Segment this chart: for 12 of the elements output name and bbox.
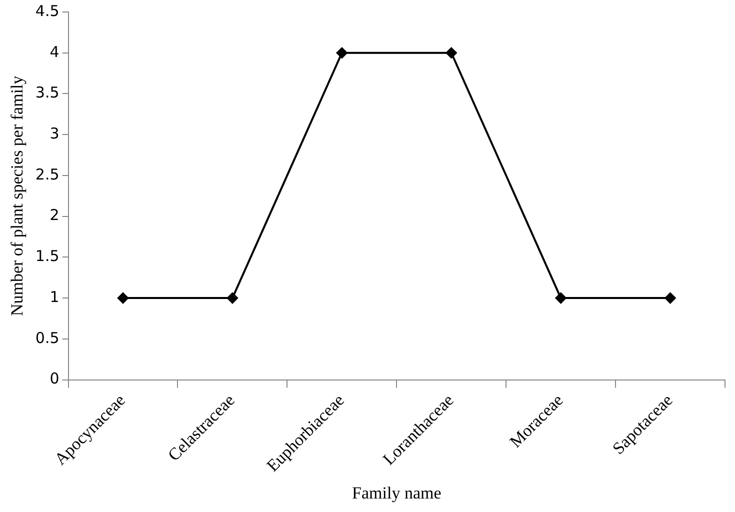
- y-tick-label: 3.5: [35, 84, 60, 102]
- y-tick-label: 2: [50, 206, 60, 224]
- y-tick-label: 0.5: [35, 328, 60, 347]
- y-tick-label: 0: [50, 370, 60, 388]
- y-axis-title: Number of plant species per family: [8, 75, 27, 316]
- y-tick-label: 3: [50, 124, 60, 142]
- y-tick-label: 2.5: [35, 165, 60, 184]
- y-tick-label: 4: [50, 42, 60, 61]
- x-axis-title: Family name: [352, 483, 442, 502]
- y-tick-label: 1.5: [35, 247, 60, 266]
- y-tick-label: 1: [50, 288, 60, 306]
- y-tick-label: 4.5: [35, 2, 60, 20]
